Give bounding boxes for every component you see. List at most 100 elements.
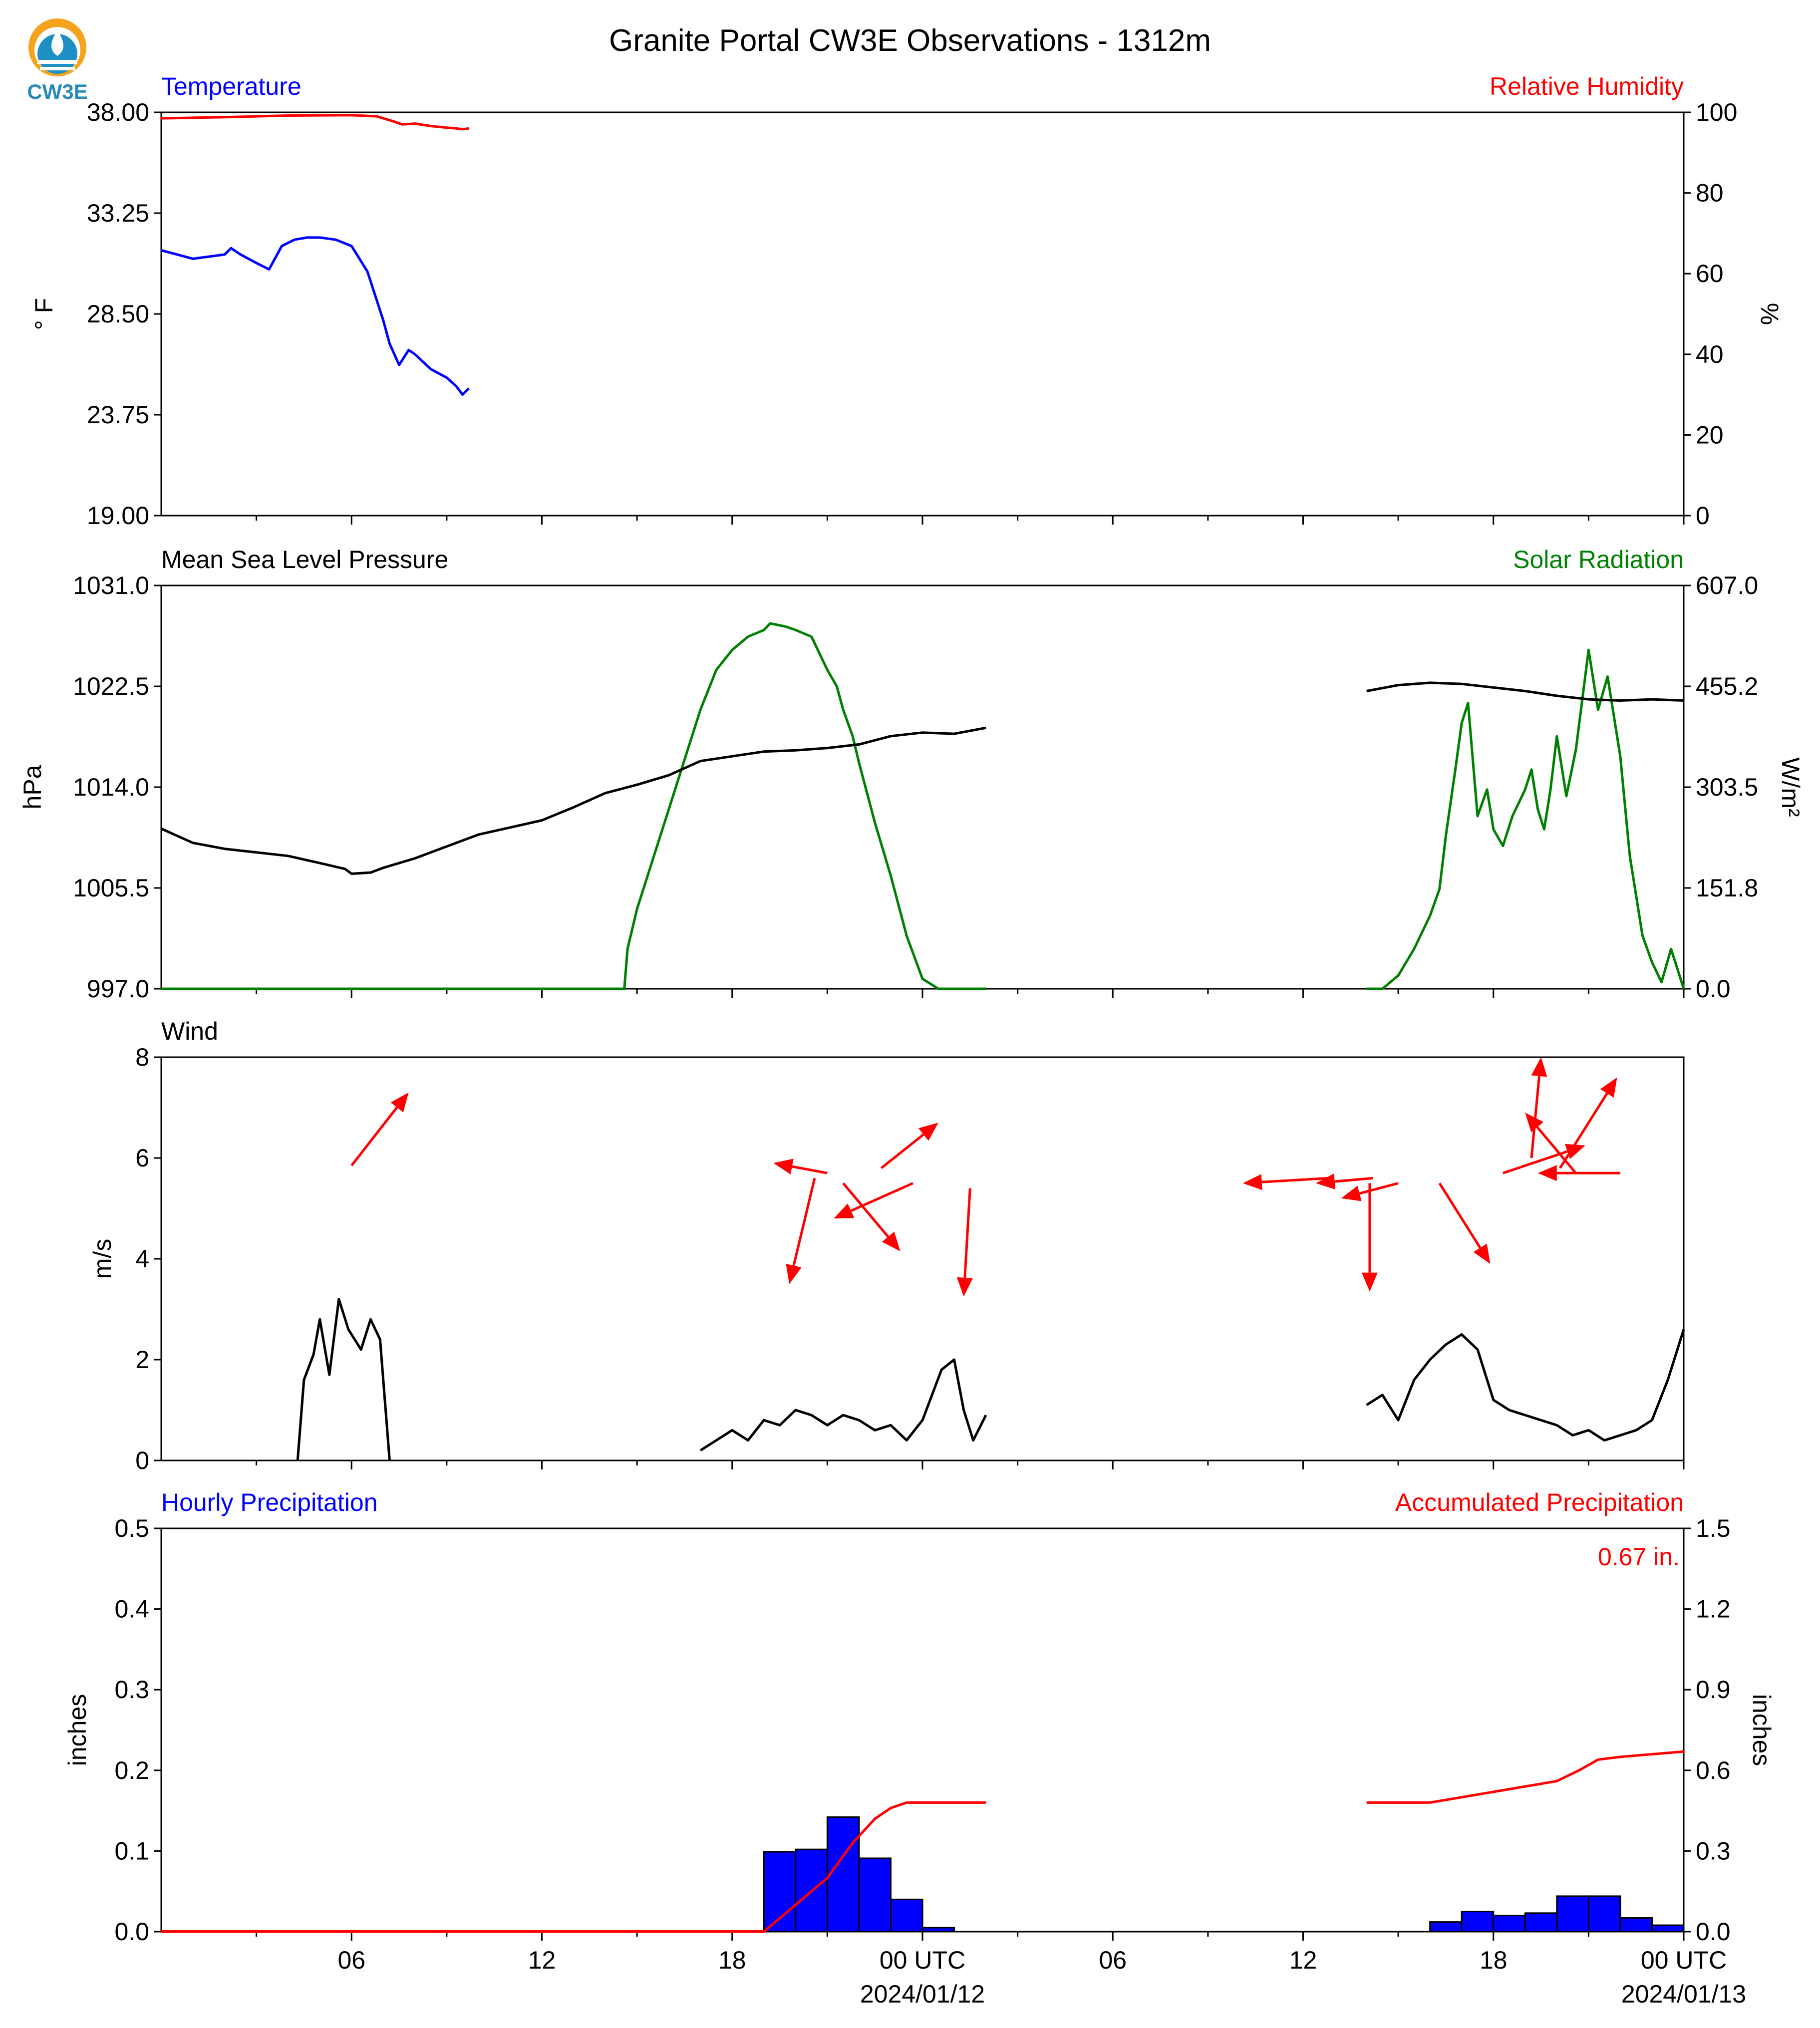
wind-arrow-shaft <box>792 1165 828 1174</box>
hourly-precip-label: Hourly Precipitation <box>161 1488 378 1516</box>
accum-precip-line <box>1366 1750 1684 1804</box>
x-tick-label: 06 <box>337 1946 365 1974</box>
logo-text: CW3E <box>27 80 87 103</box>
wind-arrow-head <box>1564 1144 1586 1159</box>
wind-arrow <box>842 1182 901 1251</box>
pressure-label: Mean Sea Level Pressure <box>161 546 448 574</box>
humidity-y-tick-label: 0 <box>1696 502 1710 530</box>
wind-arrow-head <box>1315 1173 1336 1190</box>
pressure-line <box>160 726 986 875</box>
wind-arrow-head <box>918 1123 938 1141</box>
humidity-y-tick-label: 60 <box>1696 260 1724 288</box>
wind-arrow <box>880 1123 938 1169</box>
accum-precip-y-tick-label: 1.2 <box>1696 1595 1731 1623</box>
humidity-y-ticks: 100 80 60 40 20 0 <box>1684 98 1737 530</box>
temperature-line <box>161 236 470 396</box>
wind-arrow-shaft <box>1261 1176 1329 1183</box>
accum-precip-y-tick-label: 0.0 <box>1696 1918 1731 1946</box>
x-tick-label: 12 <box>528 1946 556 1974</box>
solar-radiation-line <box>161 622 986 990</box>
hourly-precip-bar <box>1587 1895 1621 1933</box>
pressure-y-tick-label: 1014.0 <box>73 773 149 801</box>
x-tick-label: 06 <box>1099 1946 1127 1974</box>
wind-direction-arrows <box>350 1057 1620 1297</box>
wind-y-tick-label: 6 <box>135 1144 149 1172</box>
cw3e-logo: CW3E <box>27 18 88 103</box>
wind-arrow-head <box>956 1277 973 1297</box>
wind-arrow-shaft <box>1334 1176 1373 1183</box>
hourly-precip-y-ticks: 0.5 0.4 0.3 0.2 0.1 0.0 <box>114 1514 161 1946</box>
wind-arrow-head <box>1600 1077 1617 1098</box>
wind-arrow-shaft <box>1503 1150 1568 1174</box>
logo-wave-1 <box>37 60 77 64</box>
hourly-precip-bar <box>826 1816 860 1933</box>
accum-precip-y-ticks: 1.5 1.2 0.9 0.6 0.3 0.0 <box>1684 1514 1731 1946</box>
wind-arrow-shaft <box>842 1182 890 1238</box>
wind-arrow <box>1559 1077 1617 1169</box>
wind-arrow-head <box>1531 1057 1547 1077</box>
accum-precip-y-tick-label: 0.9 <box>1696 1676 1731 1704</box>
x-tick-label: 12 <box>1289 1946 1317 1974</box>
wind-label: Wind <box>161 1017 218 1045</box>
temperature-y-tick-label: 28.50 <box>87 300 149 328</box>
hourly-precip-bar <box>1651 1924 1685 1933</box>
chart-title: Granite Portal CW3E Observations - 1312m <box>609 23 1211 58</box>
precipitation-series <box>161 1750 1685 1933</box>
precipitation-plot-frame <box>160 1527 1685 1933</box>
wind-y-tick-label: 8 <box>135 1043 149 1071</box>
pressure-line <box>1366 681 1684 702</box>
hourly-precip-bar <box>1493 1915 1526 1933</box>
wind-arrow-head <box>882 1231 901 1251</box>
humidity-y-tick-label: 40 <box>1696 340 1724 368</box>
panel-4-x-ticks <box>256 1932 1685 1941</box>
pressure-unit-label: hPa <box>18 765 46 809</box>
panel-2-x-ticks <box>256 989 1685 998</box>
accum-precip-y-tick-label: 0.6 <box>1696 1756 1731 1784</box>
temperature-unit-label: ° F <box>30 298 58 330</box>
hourly-precip-bar <box>858 1857 892 1933</box>
humidity-y-tick-label: 100 <box>1696 98 1737 126</box>
wind-arrow <box>1537 1165 1620 1181</box>
wind-arrow-shaft <box>350 1107 398 1166</box>
hourly-precip-bar <box>921 1927 955 1933</box>
solar-y-tick-label: 151.8 <box>1696 874 1758 902</box>
pressure-solar-panel: Mean Sea Level Pressure Solar Radiation … <box>18 546 1805 1003</box>
accumulated-total-label: 0.67 in. <box>1598 1543 1680 1571</box>
wind-arrow-shaft <box>1359 1182 1399 1195</box>
wind-panel: Wind m/s 8 6 4 2 0 <box>88 1017 1685 1474</box>
hourly-precip-bar <box>1524 1912 1558 1933</box>
x-tick-label: 18 <box>718 1946 746 1974</box>
temperature-y-tick-label: 38.00 <box>87 98 149 126</box>
hourly-precip-y-tick-label: 0.2 <box>114 1756 149 1784</box>
panel-3-x-ticks <box>256 1460 1685 1469</box>
x-tick-label: 00 UTC <box>1641 1946 1727 1974</box>
wind-y-tick-label: 4 <box>135 1245 149 1273</box>
temperature-y-tick-label: 23.75 <box>87 401 149 429</box>
wind-arrow-shaft <box>880 1133 924 1169</box>
accum-precip-y-tick-label: 1.5 <box>1696 1514 1731 1542</box>
wind-y-tick-label: 0 <box>135 1447 149 1474</box>
wind-arrow-head <box>390 1092 409 1113</box>
logo-wave-2 <box>40 67 75 70</box>
wind-arrow <box>1341 1182 1399 1201</box>
pressure-solar-series <box>160 622 1685 990</box>
accum-precip-line <box>161 1801 986 1933</box>
solar-y-tick-label: 303.5 <box>1696 773 1758 801</box>
wind-arrow <box>1361 1183 1378 1292</box>
accum-precip-unit-label: inches <box>1748 1694 1776 1766</box>
solar-unit-label: W/m² <box>1777 757 1805 817</box>
wind-arrow-head <box>1473 1243 1491 1264</box>
solar-y-ticks: 607.0 455.2 303.5 151.8 0.0 <box>1684 572 1758 1003</box>
wind-unit-label: m/s <box>88 1239 116 1279</box>
wind-arrow-head <box>1537 1165 1557 1181</box>
humidity-y-tick-label: 80 <box>1696 179 1724 207</box>
wind-series <box>296 1298 1685 1461</box>
pressure-plot-frame <box>160 584 1685 990</box>
humidity-y-tick-label: 20 <box>1696 421 1724 449</box>
hourly-precip-bar <box>1619 1917 1653 1933</box>
accum-precip-y-tick-label: 0.3 <box>1696 1837 1731 1865</box>
wind-arrow <box>350 1092 409 1166</box>
precipitation-panel: Hourly Precipitation Accumulated Precipi… <box>63 1488 1776 1946</box>
temperature-y-tick-label: 33.25 <box>87 199 149 227</box>
